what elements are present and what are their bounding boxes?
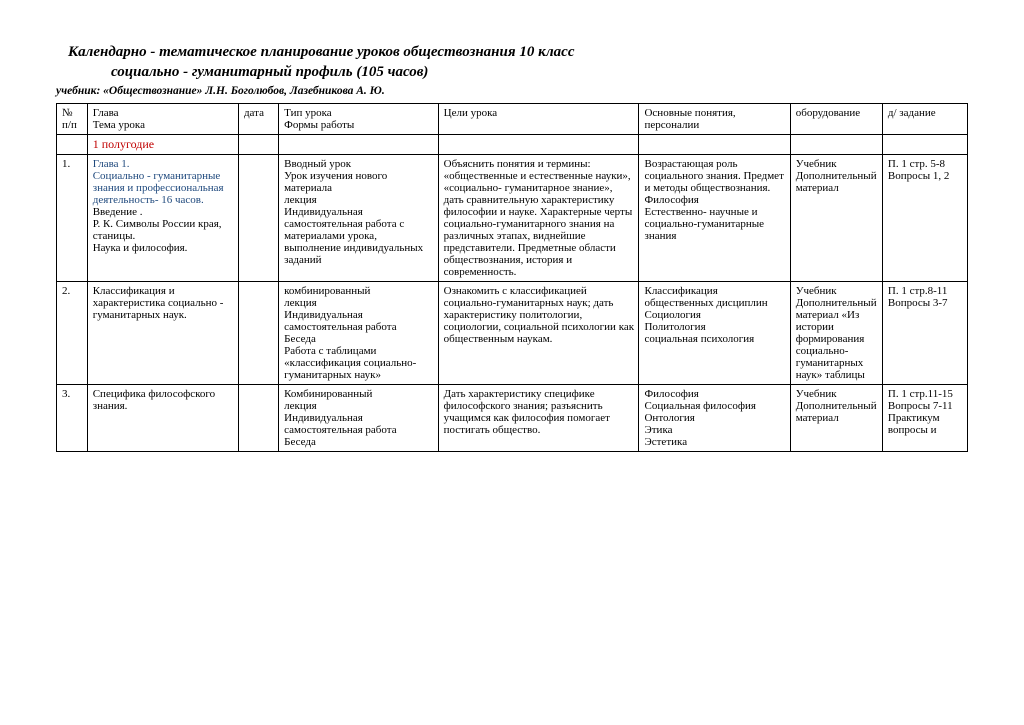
cell-date	[238, 281, 278, 384]
cell-type: комбинированныйлекцияИндивидуальная само…	[279, 281, 439, 384]
col-num: № п/п	[57, 103, 88, 134]
table-row: 1. Глава 1.Социально - гуманитарные знан…	[57, 154, 968, 281]
col-date: дата	[238, 103, 278, 134]
cell-date	[238, 154, 278, 281]
cell-hw: П. 1 стр.11-15 Вопросы 7-11 Практикум во…	[882, 384, 967, 451]
doc-title: Календарно - тематическое планирование у…	[68, 42, 968, 62]
cell-hw: П. 1 стр. 5-8Вопросы 1, 2	[882, 154, 967, 281]
col-hw: д/ задание	[882, 103, 967, 134]
table-row: 2. Классификация и характеристика социал…	[57, 281, 968, 384]
doc-textbook: учебник: «Обществознание» Л.Н. Боголюбов…	[56, 85, 968, 97]
cell-terms: Возрастающая роль социального знания. Пр…	[639, 154, 790, 281]
cell-goals: Объяснить понятия и термины: «общественн…	[438, 154, 639, 281]
chapter-title: Глава 1.Социально - гуманитарные знания …	[93, 158, 224, 206]
cell-terms: ФилософияСоциальная философияОнтологияЭт…	[639, 384, 790, 451]
topic-rest: Введение .Р. К. Символы России края, ста…	[93, 206, 222, 254]
cell-topic: Специфика философского знания.	[87, 384, 238, 451]
cell-type: Вводный урокУрок изучения нового материа…	[279, 154, 439, 281]
semester-label: 1 полугодие	[87, 134, 238, 154]
cell-date	[238, 384, 278, 451]
cell-num: 1.	[57, 154, 88, 281]
plan-table: № п/п ГлаваТема урока дата Тип урокаФорм…	[56, 103, 968, 452]
col-terms: Основные понятия, персоналии	[639, 103, 790, 134]
table-header-row: № п/п ГлаваТема урока дата Тип урокаФорм…	[57, 103, 968, 134]
col-equip: оборудование	[790, 103, 882, 134]
cell-equip: УчебникДополнительный материал	[790, 384, 882, 451]
empty-cell	[57, 134, 88, 154]
cell-num: 2.	[57, 281, 88, 384]
cell-equip: УчебникДополнительный материал	[790, 154, 882, 281]
col-type: Тип урокаФормы работы	[279, 103, 439, 134]
cell-goals: Дать характеристику специфике философско…	[438, 384, 639, 451]
doc-subtitle: социально - гуманитарный профиль (105 ча…	[111, 62, 968, 82]
cell-goals: Ознакомить с классификацией социально-гу…	[438, 281, 639, 384]
cell-hw: П. 1 стр.8-11Вопросы 3-7	[882, 281, 967, 384]
cell-num: 3.	[57, 384, 88, 451]
cell-terms: Классификация общественных дисциплинСоци…	[639, 281, 790, 384]
document-page: Календарно - тематическое планирование у…	[0, 0, 1024, 725]
cell-topic: Классификация и характеристика социально…	[87, 281, 238, 384]
col-topic: ГлаваТема урока	[87, 103, 238, 134]
cell-topic: Глава 1.Социально - гуманитарные знания …	[87, 154, 238, 281]
table-row: 3. Специфика философского знания. Комбин…	[57, 384, 968, 451]
col-goals: Цели урока	[438, 103, 639, 134]
semester-row: 1 полугодие	[57, 134, 968, 154]
cell-type: КомбинированныйлекцияИндивидуальная само…	[279, 384, 439, 451]
cell-equip: УчебникДополнительный материал «Из истор…	[790, 281, 882, 384]
